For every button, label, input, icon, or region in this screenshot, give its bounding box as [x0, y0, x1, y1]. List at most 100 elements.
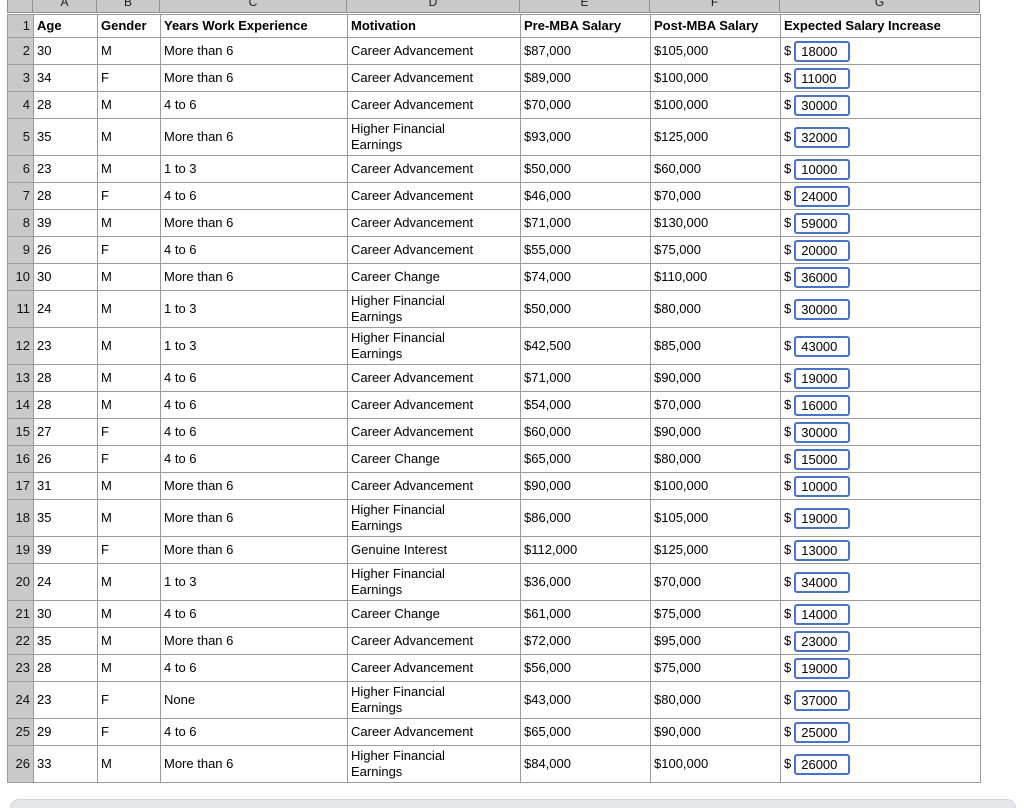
expected-increase-cell[interactable]: $ — [780, 64, 981, 92]
pre-mba-salary-cell[interactable]: $60,000 — [520, 418, 651, 446]
gender-cell[interactable]: F — [97, 536, 161, 564]
post-mba-salary-cell[interactable]: $75,000 — [650, 654, 781, 682]
motivation-cell[interactable]: Career Advancement — [347, 37, 521, 65]
age-cell[interactable]: 35 — [33, 499, 98, 537]
post-mba-salary-cell[interactable]: $80,000 — [650, 445, 781, 473]
motivation-cell[interactable]: Career Advancement — [347, 236, 521, 264]
column-header-expected-salary-increase[interactable]: Expected Salary Increase — [780, 14, 981, 38]
pre-mba-salary-cell[interactable]: $43,000 — [520, 681, 651, 719]
expected-increase-cell[interactable]: $ — [780, 681, 981, 719]
expected-increase-input[interactable] — [794, 367, 851, 389]
column-header-years-work-experience[interactable]: Years Work Experience — [160, 14, 348, 38]
post-mba-salary-cell[interactable]: $105,000 — [650, 499, 781, 537]
experience-cell[interactable]: 4 to 6 — [160, 391, 348, 419]
gender-cell[interactable]: M — [97, 37, 161, 65]
expected-increase-cell[interactable]: $ — [780, 600, 981, 628]
expected-increase-cell[interactable]: $ — [780, 364, 981, 392]
age-cell[interactable]: 23 — [33, 327, 98, 365]
experience-cell[interactable]: 4 to 6 — [160, 445, 348, 473]
pre-mba-salary-cell[interactable]: $70,000 — [520, 91, 651, 119]
experience-cell[interactable]: 4 to 6 — [160, 182, 348, 210]
row-number-header[interactable]: 1 — [7, 14, 34, 38]
row-number[interactable]: 11 — [7, 290, 34, 328]
expected-increase-input[interactable] — [794, 603, 851, 625]
motivation-cell[interactable]: Higher Financial Earnings — [347, 499, 521, 537]
motivation-cell[interactable]: Career Advancement — [347, 472, 521, 500]
row-number[interactable]: 8 — [7, 209, 34, 237]
pre-mba-salary-cell[interactable]: $74,000 — [520, 263, 651, 291]
expected-increase-input[interactable] — [794, 185, 851, 207]
experience-cell[interactable]: More than 6 — [160, 118, 348, 156]
age-cell[interactable]: 39 — [33, 209, 98, 237]
motivation-cell[interactable]: Career Advancement — [347, 64, 521, 92]
column-letter-A[interactable]: A — [33, 0, 97, 13]
expected-increase-cell[interactable]: $ — [780, 182, 981, 210]
expected-increase-input[interactable] — [794, 475, 851, 497]
expected-increase-input[interactable] — [794, 657, 851, 679]
expected-increase-cell[interactable]: $ — [780, 718, 981, 746]
expected-increase-input[interactable] — [794, 40, 851, 62]
motivation-cell[interactable]: Higher Financial Earnings — [347, 290, 521, 328]
gender-cell[interactable]: M — [97, 563, 161, 601]
post-mba-salary-cell[interactable]: $90,000 — [650, 364, 781, 392]
post-mba-salary-cell[interactable]: $90,000 — [650, 418, 781, 446]
post-mba-salary-cell[interactable]: $100,000 — [650, 91, 781, 119]
column-header-pre-mba-salary[interactable]: Pre-MBA Salary — [520, 14, 651, 38]
experience-cell[interactable]: 1 to 3 — [160, 290, 348, 328]
age-cell[interactable]: 28 — [33, 391, 98, 419]
row-number[interactable]: 13 — [7, 364, 34, 392]
pre-mba-salary-cell[interactable]: $71,000 — [520, 209, 651, 237]
expected-increase-cell[interactable]: $ — [780, 536, 981, 564]
motivation-cell[interactable]: Career Change — [347, 263, 521, 291]
gender-cell[interactable]: M — [97, 290, 161, 328]
pre-mba-salary-cell[interactable]: $72,000 — [520, 627, 651, 655]
expected-increase-cell[interactable]: $ — [780, 472, 981, 500]
post-mba-salary-cell[interactable]: $70,000 — [650, 563, 781, 601]
pre-mba-salary-cell[interactable]: $84,000 — [520, 745, 651, 783]
pre-mba-salary-cell[interactable]: $55,000 — [520, 236, 651, 264]
expected-increase-cell[interactable]: $ — [780, 391, 981, 419]
pre-mba-salary-cell[interactable]: $61,000 — [520, 600, 651, 628]
expected-increase-input[interactable] — [794, 753, 851, 775]
gender-cell[interactable]: M — [97, 155, 161, 183]
experience-cell[interactable]: 4 to 6 — [160, 600, 348, 628]
expected-increase-input[interactable] — [794, 126, 851, 148]
expected-increase-cell[interactable]: $ — [780, 290, 981, 328]
age-cell[interactable]: 39 — [33, 536, 98, 564]
age-cell[interactable]: 28 — [33, 91, 98, 119]
age-cell[interactable]: 24 — [33, 290, 98, 328]
motivation-cell[interactable]: Career Advancement — [347, 718, 521, 746]
expected-increase-cell[interactable]: $ — [780, 209, 981, 237]
age-cell[interactable]: 28 — [33, 654, 98, 682]
experience-cell[interactable]: 4 to 6 — [160, 718, 348, 746]
motivation-cell[interactable]: Career Advancement — [347, 418, 521, 446]
row-number[interactable]: 5 — [7, 118, 34, 156]
motivation-cell[interactable]: Career Change — [347, 445, 521, 473]
motivation-cell[interactable]: Higher Financial Earnings — [347, 327, 521, 365]
gender-cell[interactable]: M — [97, 472, 161, 500]
pre-mba-salary-cell[interactable]: $86,000 — [520, 499, 651, 537]
expected-increase-input[interactable] — [794, 630, 851, 652]
experience-cell[interactable]: 4 to 6 — [160, 418, 348, 446]
age-cell[interactable]: 30 — [33, 37, 98, 65]
expected-increase-cell[interactable]: $ — [780, 91, 981, 119]
gender-cell[interactable]: M — [97, 91, 161, 119]
post-mba-salary-cell[interactable]: $60,000 — [650, 155, 781, 183]
age-cell[interactable]: 30 — [33, 600, 98, 628]
expected-increase-input[interactable] — [794, 212, 851, 234]
pre-mba-salary-cell[interactable]: $50,000 — [520, 155, 651, 183]
row-number[interactable]: 24 — [7, 681, 34, 719]
motivation-cell[interactable]: Higher Financial Earnings — [347, 681, 521, 719]
expected-increase-cell[interactable]: $ — [780, 445, 981, 473]
gender-cell[interactable]: F — [97, 718, 161, 746]
expected-increase-cell[interactable]: $ — [780, 745, 981, 783]
age-cell[interactable]: 28 — [33, 364, 98, 392]
age-cell[interactable]: 23 — [33, 681, 98, 719]
motivation-cell[interactable]: Career Change — [347, 600, 521, 628]
gender-cell[interactable]: F — [97, 64, 161, 92]
post-mba-salary-cell[interactable]: $100,000 — [650, 472, 781, 500]
post-mba-salary-cell[interactable]: $95,000 — [650, 627, 781, 655]
row-number[interactable]: 23 — [7, 654, 34, 682]
row-number[interactable]: 21 — [7, 600, 34, 628]
gender-cell[interactable]: F — [97, 182, 161, 210]
